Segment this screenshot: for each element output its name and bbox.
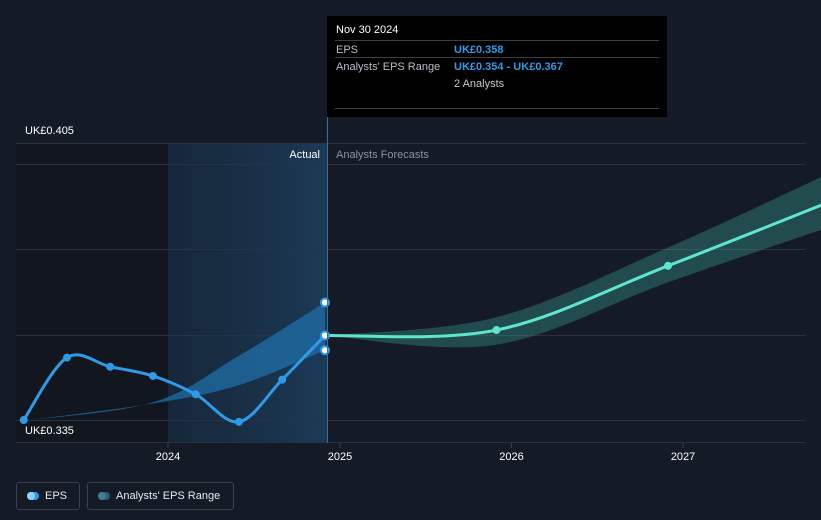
range-marker bbox=[319, 345, 330, 356]
x-tick-label: 2027 bbox=[671, 451, 695, 463]
gridlines bbox=[16, 143, 805, 443]
x-axis-ticks: 2024 2025 2026 2027 bbox=[156, 443, 695, 463]
legend-eps[interactable]: EPS bbox=[16, 482, 80, 510]
eps-legend-icon bbox=[27, 492, 39, 500]
actual-region bbox=[168, 143, 328, 443]
tooltip-range-row: Analysts' EPS Range UK£0.354 - UK£0.367 bbox=[336, 61, 563, 73]
series-points bbox=[19, 261, 673, 426]
eps-point bbox=[278, 375, 287, 384]
tooltip-eps-value: UK£0.358 bbox=[454, 44, 504, 56]
x-tick-label: 2026 bbox=[499, 451, 523, 463]
tooltip-eps-label: EPS bbox=[336, 44, 359, 56]
range-band bbox=[23, 302, 325, 421]
forecast-point bbox=[664, 261, 673, 270]
range-marker bbox=[319, 297, 330, 308]
eps-point bbox=[19, 416, 28, 424]
legend-range[interactable]: Analysts' EPS Range bbox=[87, 482, 234, 510]
tooltip-divider bbox=[335, 57, 659, 58]
tooltip-range-label: Analysts' EPS Range bbox=[336, 61, 441, 73]
forecast-point bbox=[492, 326, 501, 335]
y-tick-bottom: UK£0.335 bbox=[25, 425, 74, 437]
tooltip-divider bbox=[335, 40, 659, 41]
legend-eps-label: EPS bbox=[45, 490, 68, 502]
eps-marker bbox=[319, 330, 330, 341]
eps-point bbox=[191, 390, 200, 399]
eps-point bbox=[234, 417, 243, 426]
range-band bbox=[324, 177, 821, 348]
range-legend-icon bbox=[98, 492, 110, 500]
past-shade bbox=[16, 143, 168, 443]
eps-point bbox=[106, 362, 115, 371]
tooltip-analysts-row: 2 Analysts bbox=[336, 78, 504, 90]
eps-point bbox=[148, 371, 157, 380]
tooltip-eps-row: EPS UK£0.358 bbox=[336, 44, 504, 56]
x-tick-label: 2025 bbox=[328, 451, 352, 463]
y-tick-top: UK£0.405 bbox=[25, 125, 74, 137]
tooltip-range-value: UK£0.354 - UK£0.367 bbox=[454, 61, 563, 73]
eps-point bbox=[62, 353, 71, 362]
legend-range-label: Analysts' EPS Range bbox=[116, 490, 221, 502]
forecast-label: Analysts Forecasts bbox=[336, 149, 429, 161]
eps-forecast-line bbox=[323, 203, 821, 339]
tooltip: Nov 30 2024 EPS UK£0.358 Analysts' EPS Ra… bbox=[327, 16, 667, 117]
actual-label: Actual bbox=[289, 149, 320, 161]
x-tick-label: 2024 bbox=[156, 451, 180, 463]
range-bands bbox=[23, 177, 821, 421]
tooltip-analysts: 2 Analysts bbox=[454, 78, 505, 90]
tooltip-divider bbox=[335, 108, 659, 109]
tooltip-date: Nov 30 2024 bbox=[336, 24, 399, 36]
